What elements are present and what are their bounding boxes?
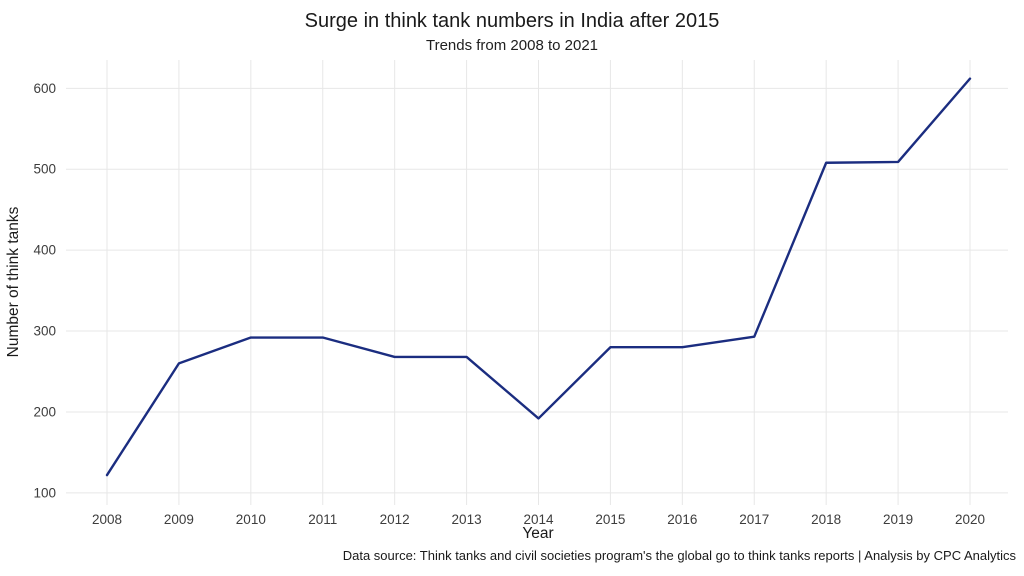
y-tick-label: 300 [33,324,56,339]
y-tick-label: 400 [33,243,56,258]
y-tick-label: 200 [33,404,56,419]
x-tick-label: 2020 [955,512,985,527]
data-source-caption: Data source: Think tanks and civil socie… [343,548,1017,563]
y-tick-label: 100 [33,485,56,500]
x-tick-label: 2017 [739,512,769,527]
chart-title: Surge in think tank numbers in India aft… [305,10,720,32]
x-tick-label: 2018 [811,512,841,527]
trend-line [105,77,972,477]
x-axis-label: Year [522,525,553,542]
x-tick-label: 2015 [595,512,625,527]
chart-subtitle: Trends from 2008 to 2021 [426,37,598,54]
x-tick-label: 2011 [308,512,337,527]
x-tick-label: 2019 [883,512,913,527]
x-tick-label: 2010 [236,512,266,527]
x-tick-label: 2016 [667,512,697,527]
x-tick-label: 2013 [452,512,482,527]
x-tick-label: 2012 [380,512,410,527]
x-tick-labels: 2008 2009 2010 2011 2012 2013 2014 2015 2016 2017… [92,512,985,527]
y-axis-label: Number of think tanks [5,206,22,357]
x-tick-label: 2008 [92,512,122,527]
y-tick-label: 500 [33,162,56,177]
grid-lines [66,60,1008,505]
x-tick-label: 2009 [164,512,194,527]
y-tick-labels: 100 200 300 400 500 600 [33,81,56,501]
y-tick-label: 600 [33,81,56,96]
x-tick-label: 2014 [523,512,554,527]
